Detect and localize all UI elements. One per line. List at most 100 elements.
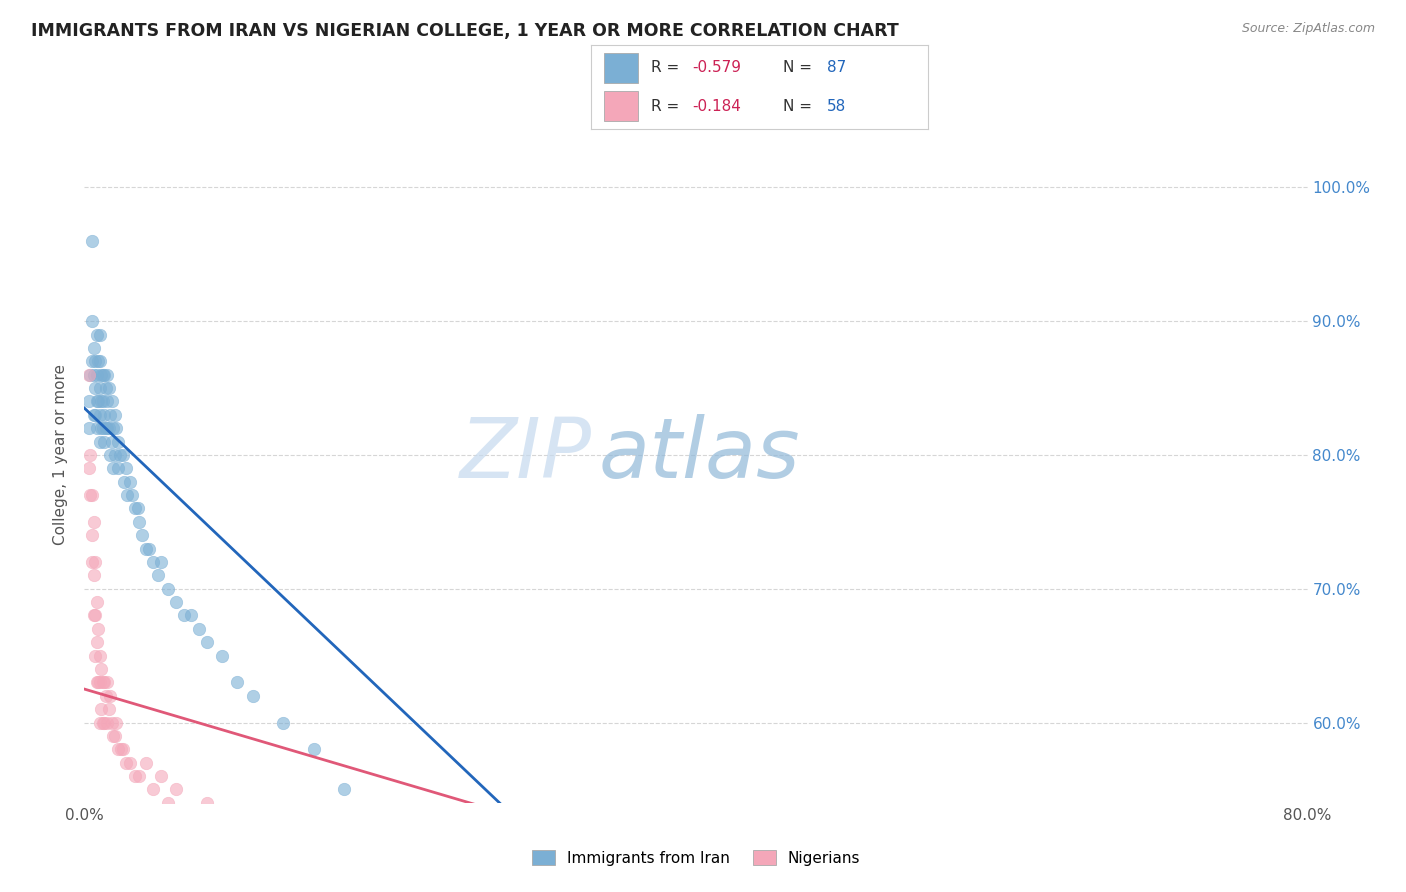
Point: [180, 608, 202, 623]
Text: -0.579: -0.579: [692, 61, 741, 76]
Point: [83, 368, 105, 382]
Point: [121, 488, 143, 502]
Point: [83, 341, 105, 355]
Text: N =: N =: [783, 98, 817, 113]
Point: [83, 608, 105, 623]
Point: [97, 702, 120, 716]
Point: [86, 635, 108, 649]
Point: [242, 689, 264, 703]
Point: [94, 689, 117, 703]
Point: [226, 675, 249, 690]
Point: [103, 461, 125, 475]
Point: [77, 421, 100, 435]
Text: R =: R =: [651, 98, 685, 113]
Point: [89, 648, 111, 663]
Point: [157, 582, 180, 596]
Point: [138, 541, 160, 556]
Point: [128, 515, 150, 529]
Point: [93, 408, 115, 422]
Point: [333, 782, 356, 797]
Point: [96, 394, 118, 409]
Point: [257, 836, 280, 850]
Point: [84, 608, 107, 623]
Point: [93, 368, 115, 382]
Point: [83, 515, 105, 529]
Point: [94, 381, 117, 395]
Point: [89, 408, 111, 422]
Text: R =: R =: [651, 61, 685, 76]
Point: [90, 368, 112, 382]
Point: [80, 528, 103, 542]
Point: [165, 782, 187, 797]
Point: [89, 354, 111, 368]
Point: [86, 368, 108, 382]
Point: [87, 354, 110, 368]
Point: [86, 595, 108, 609]
Point: [107, 461, 129, 475]
Point: [103, 421, 125, 435]
Point: [80, 354, 103, 368]
Point: [87, 394, 110, 409]
Point: [188, 622, 211, 636]
Point: [86, 421, 108, 435]
Point: [103, 729, 125, 743]
Point: [86, 394, 108, 409]
Point: [135, 756, 157, 770]
Point: [84, 555, 107, 569]
Point: [128, 769, 150, 783]
Point: [101, 434, 124, 449]
Point: [77, 394, 100, 409]
Point: [83, 408, 105, 422]
Point: [96, 368, 118, 382]
Point: [107, 742, 129, 756]
Point: [80, 488, 103, 502]
Point: [142, 555, 165, 569]
Point: [302, 863, 325, 877]
Point: [101, 715, 124, 730]
Point: [111, 448, 134, 462]
Point: [104, 408, 127, 422]
Text: 58: 58: [827, 98, 846, 113]
Point: [90, 702, 112, 716]
Point: [80, 555, 103, 569]
Point: [111, 742, 134, 756]
Point: [349, 876, 371, 890]
Point: [195, 635, 218, 649]
Point: [89, 327, 111, 342]
Point: [114, 756, 136, 770]
Point: [90, 421, 112, 435]
Point: [440, 889, 463, 892]
Point: [93, 715, 115, 730]
Point: [84, 648, 107, 663]
Point: [146, 568, 169, 582]
Point: [173, 608, 195, 623]
Point: [89, 434, 111, 449]
Point: [142, 782, 165, 797]
Point: [87, 675, 110, 690]
Point: [110, 742, 132, 756]
Point: [180, 809, 202, 823]
Point: [84, 354, 107, 368]
Point: [96, 421, 118, 435]
Point: [211, 648, 233, 663]
Point: [79, 448, 101, 462]
Point: [135, 541, 157, 556]
Point: [87, 622, 110, 636]
Point: [91, 715, 114, 730]
Point: [114, 461, 136, 475]
Point: [104, 729, 127, 743]
Point: [96, 675, 118, 690]
Point: [91, 675, 114, 690]
Point: [79, 488, 101, 502]
Point: [79, 368, 101, 382]
Point: [149, 555, 172, 569]
Point: [127, 501, 149, 516]
Point: [94, 421, 117, 435]
Point: [271, 715, 294, 730]
Point: [120, 475, 142, 489]
Point: [105, 421, 128, 435]
Point: [124, 501, 146, 516]
Point: [165, 595, 187, 609]
Point: [91, 368, 114, 382]
Point: [302, 742, 325, 756]
